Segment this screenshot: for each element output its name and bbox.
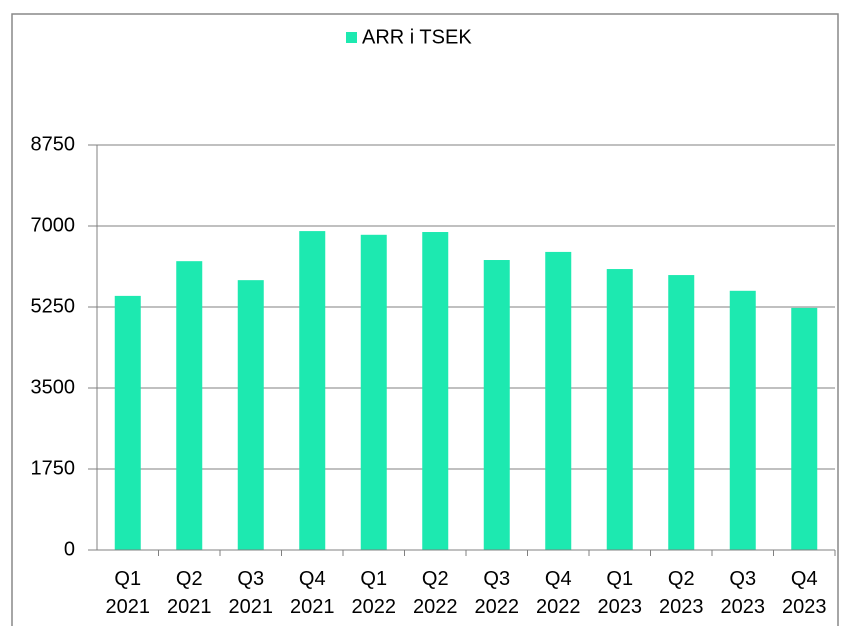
x-tick-label: Q3 2021 — [228, 568, 274, 618]
x-tick-label: Q4 2022 — [536, 568, 581, 618]
x-tick-label: Q4 2023 — [782, 568, 827, 618]
legend-label: ARR i TSEK — [362, 26, 472, 48]
x-tick-label: Q4 2021 — [290, 568, 335, 618]
bar — [360, 234, 387, 550]
bar — [483, 260, 510, 550]
bar — [422, 232, 449, 550]
y-tick-label: 7000 — [31, 214, 76, 236]
y-tick-label: 5250 — [31, 295, 76, 317]
y-tick-label: 3500 — [31, 376, 76, 398]
bar — [606, 269, 633, 550]
x-tick-label: Q2 2022 — [413, 568, 458, 618]
bar — [668, 275, 695, 550]
chart-border — [11, 13, 839, 626]
x-tick-label: Q1 2022 — [351, 568, 397, 618]
x-tick-label: Q3 2022 — [474, 568, 520, 618]
y-tick-label: 8750 — [31, 133, 76, 155]
x-tick-label: Q3 2023 — [720, 568, 766, 618]
x-tick-label: Q1 2023 — [597, 568, 643, 618]
bar — [176, 261, 203, 550]
bar — [114, 295, 141, 550]
bar — [791, 307, 818, 550]
bar — [299, 231, 326, 550]
y-tick-label: 1750 — [31, 457, 76, 479]
bar — [729, 290, 756, 550]
x-tick-label: Q2 2023 — [659, 568, 704, 618]
x-tick-label: Q2 2021 — [167, 568, 212, 618]
y-tick-label: 0 — [64, 538, 75, 560]
x-tick-label: Q1 2021 — [105, 568, 151, 618]
legend-swatch — [346, 32, 357, 43]
bar — [545, 251, 572, 551]
bar — [237, 280, 264, 550]
